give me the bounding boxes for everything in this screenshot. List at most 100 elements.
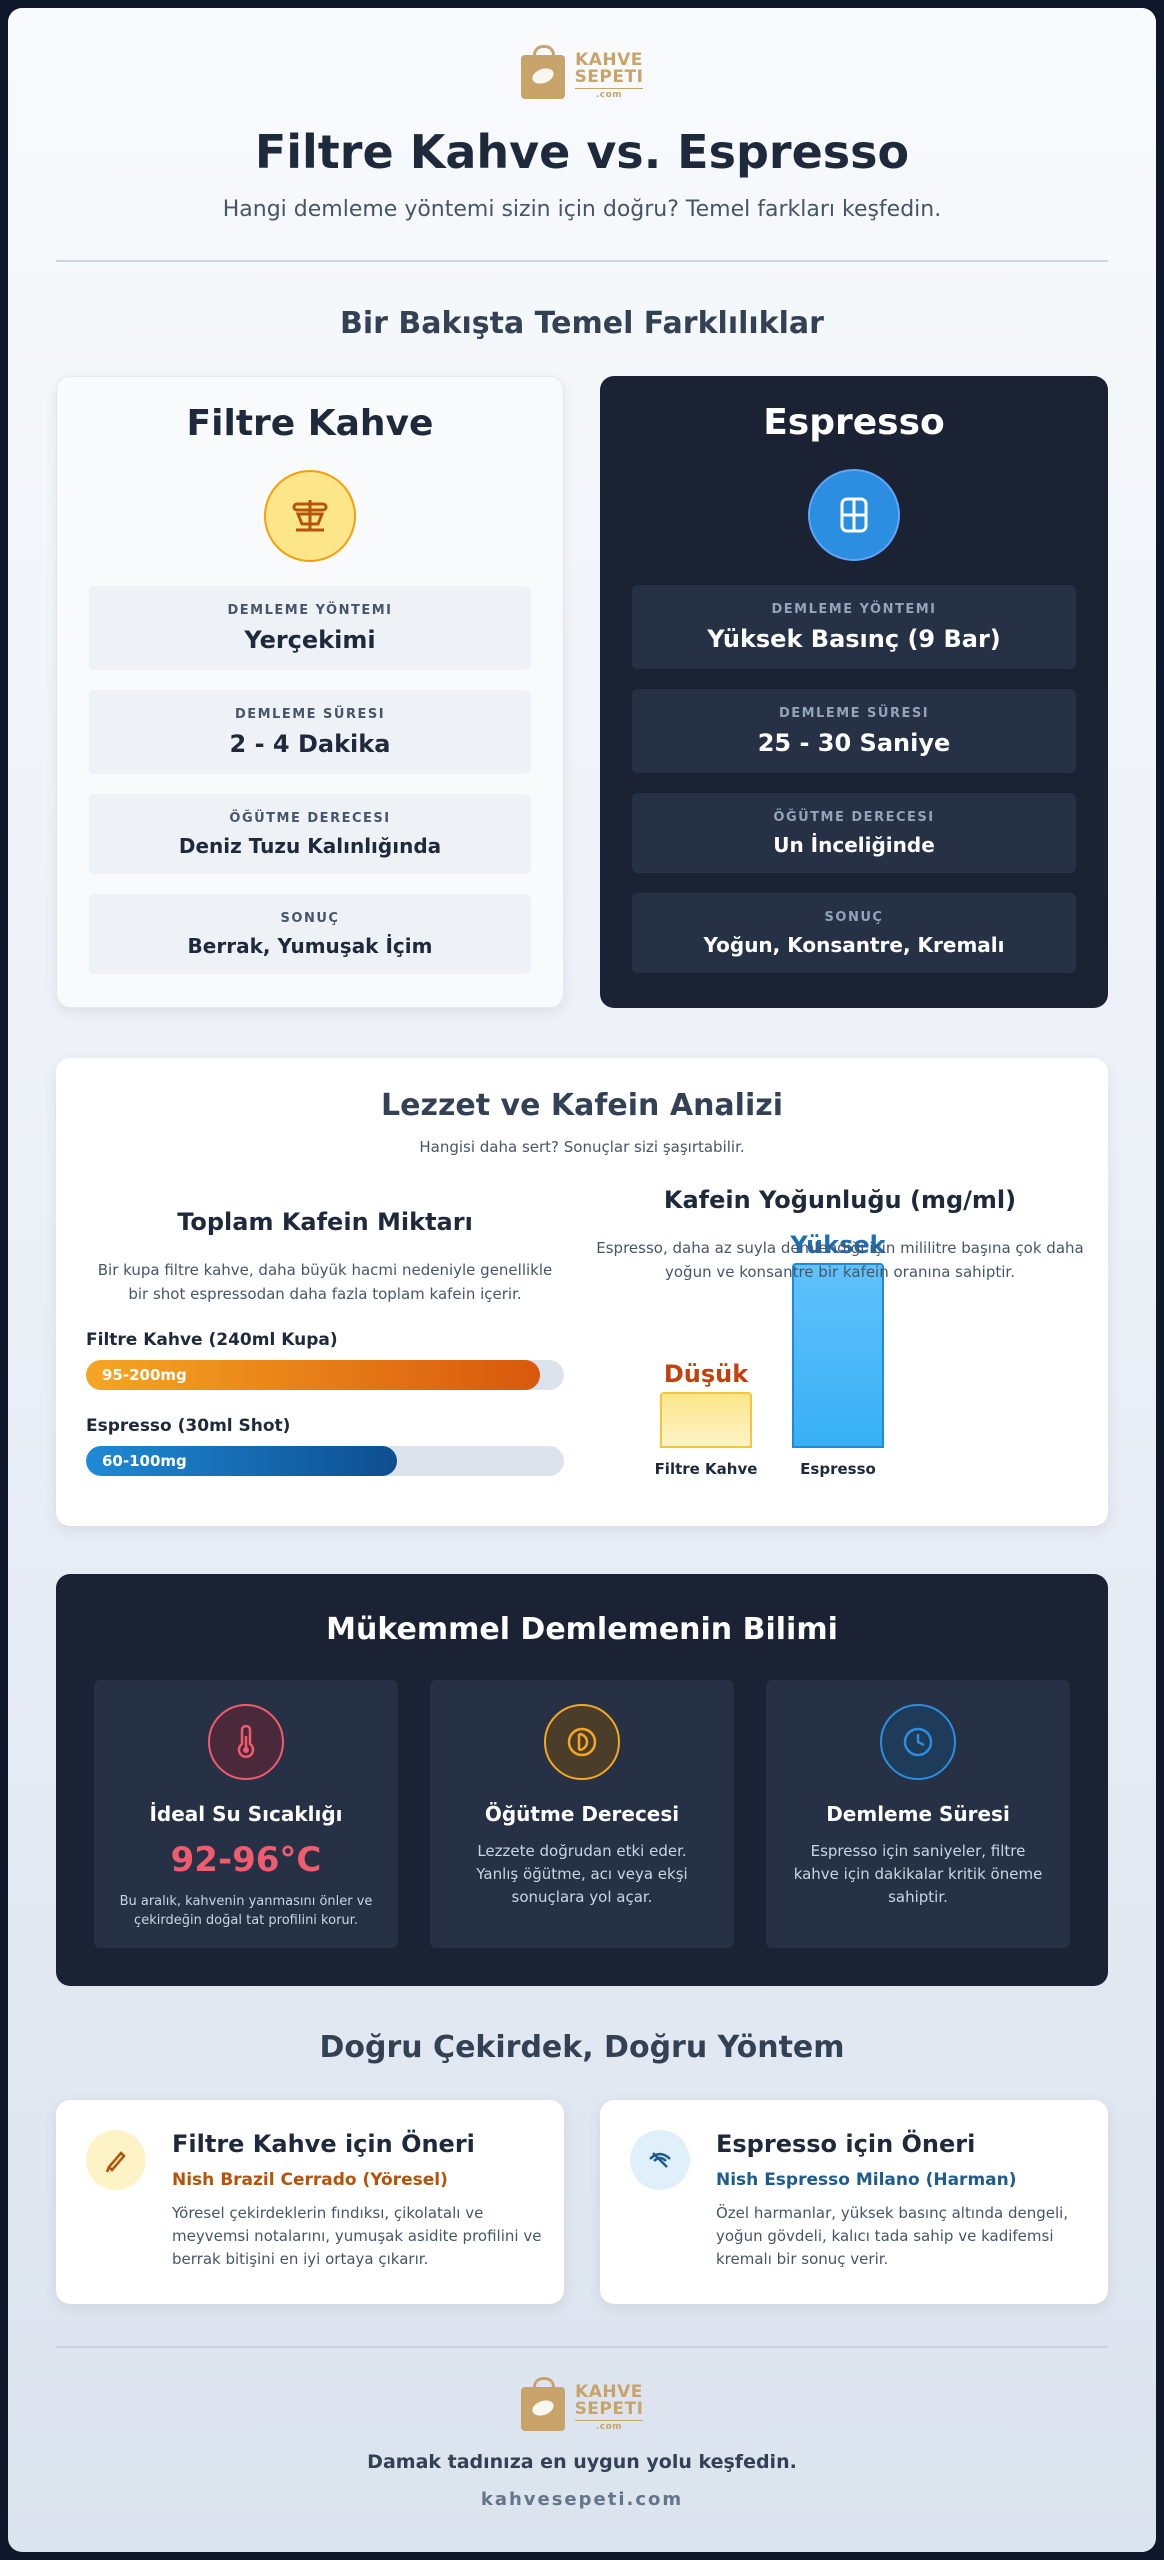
total-caffeine-column: Toplam Kafein Miktarı Bir kupa filtre ka… [86,1208,564,1476]
recommendation-title: Filtre Kahve için Öneri [172,2130,475,2158]
science-title: Mükemmel Demlemenin Bilimi [326,1612,838,1647]
science-card-text: Lezzete doğrudan etki eder. Yanlış öğütm… [476,1842,688,1906]
science-card-temperature: İdeal Su Sıcaklığı 92-96°C Bu aralık, ka… [94,1680,398,1948]
filter-caffeine-bar: 95-200mg [86,1360,564,1390]
brand-logo[interactable]: KAHVE SEPETI .com [8,44,1156,101]
brand-line2: SEPETI [574,2399,644,2419]
recommendation-bean[interactable]: Nish Espresso Milano (Harman) [716,2170,1017,2190]
attr-label: ÖĞÜTME DERECESI [773,809,935,825]
science-card-title: Öğütme Derecesi [484,1802,680,1826]
density-category-label-0: Filtre Kahve [654,1460,758,1478]
total-caffeine-description: Bir kupa filtre kahve, daha büyük hacmi … [97,1261,553,1303]
espresso-machine-icon [808,469,900,561]
clock-icon [880,1704,956,1780]
brand-wordmark: KAHVE SEPETI .com [574,2382,644,2433]
footer-site-link[interactable]: kahvesepeti.com [480,2489,684,2510]
thermometer-icon [208,1704,284,1780]
espresso-attr-grind: ÖĞÜTME DERECESI Un İnceliğinde [632,793,1076,873]
espresso-card-title: Espresso [763,402,945,443]
filter-attr-result: SONUÇ Berrak, Yumuşak İçim [89,894,531,974]
attr-label: DEMLEME SÜRESI [234,706,386,722]
espresso-caffeine-fill: 60-100mg [86,1446,397,1476]
coffee-dripper-icon [264,470,356,562]
science-card-title: İdeal Su Sıcaklığı [149,1802,343,1826]
brand-wordmark: KAHVE SEPETI .com [574,50,644,101]
science-section: Mükemmel Demlemenin Bilimi İdeal Su Sıca… [56,1574,1108,1986]
filter-coffee-card: Filtre Kahve DEMLEME YÖNTEMI Yerçekimi D… [56,376,564,1008]
attr-label: DEMLEME YÖNTEMI [771,601,937,617]
science-card-time: Demleme Süresi Espresso için saniyeler, … [766,1680,1070,1948]
attr-value: 2 - 4 Dakika [229,729,391,758]
recommendation-bean[interactable]: Nish Brazil Cerrado (Yöresel) [172,2170,448,2190]
science-card-text: Bu aralık, kahvenin yanmasını önler ve ç… [119,1894,373,1928]
attr-label: DEMLEME SÜRESI [778,705,930,721]
attr-value: Un İnceliğinde [773,832,935,857]
espresso-bar-label: Espresso (30ml Shot) [86,1416,291,1436]
recommendation-body: Filtre Kahve için Öneri Nish Brazil Cerr… [172,2130,542,2271]
eye-off-icon [630,2130,690,2190]
brand-line3: .com [574,2420,644,2433]
density-bar-1 [792,1263,884,1448]
shopping-bag-icon [520,2376,565,2431]
attr-label: ÖĞÜTME DERECESI [229,810,391,826]
recommendation-text: Yöresel çekirdeklerin fındıksı, çikolata… [172,2204,542,2268]
brand-line3: .com [574,88,644,101]
attr-value: Yüksek Basınç (9 Bar) [707,624,1001,653]
analysis-title: Lezzet ve Kafein Analizi [381,1088,783,1123]
filter-attr-method: DEMLEME YÖNTEMI Yerçekimi [89,586,531,670]
filter-card-title: Filtre Kahve [186,403,434,444]
recommendations-title: Doğru Çekirdek, Doğru Yöntem [319,2030,845,2065]
attr-value: Deniz Tuzu Kalınlığında [178,833,442,858]
density-chart: Düşük Filtre Kahve Yüksek Espresso [596,1186,1084,1506]
footer-brand-logo[interactable]: KAHVE SEPETI .com [8,2376,1156,2433]
density-value-label-0: Düşük [663,1360,749,1388]
footer: KAHVE SEPETI .com Damak tadınıza en uygu… [8,2376,1156,2510]
espresso-attr-method: DEMLEME YÖNTEMI Yüksek Basınç (9 Bar) [632,585,1076,669]
density-value-label-1: Yüksek [790,1231,886,1259]
caffeine-density-column: Kafein Yoğunluğu (mg/ml) Espresso, daha … [596,1186,1084,1478]
analysis-subtitle: Hangisi daha sert? Sonuçlar sizi şaşırta… [419,1138,745,1156]
filter-attr-grind: ÖĞÜTME DERECESI Deniz Tuzu Kalınlığında [89,794,531,874]
temperature-value: 92-96°C [170,1840,322,1880]
recommendation-body: Espresso için Öneri Nish Espresso Milano… [716,2130,1086,2271]
science-card-text: Espresso için saniyeler, filtre kahve iç… [793,1842,1043,1906]
attr-value: Yoğun, Konsantre, Kremalı [703,932,1005,957]
density-bar-0 [660,1392,752,1448]
filter-bar-label: Filtre Kahve (240ml Kupa) [86,1330,338,1350]
footer-tagline: Damak tadınıza en uygun yolu keşfedin. [367,2451,797,2473]
attr-value: Berrak, Yumuşak İçim [187,933,433,958]
density-title: Kafein Yoğunluğu (mg/ml) [663,1186,1017,1214]
attr-value: Yerçekimi [244,625,376,654]
pencil-icon [86,2130,146,2190]
science-card-title: Demleme Süresi [826,1802,1010,1826]
header-divider [56,260,1108,262]
brand-line2: SEPETI [574,67,644,87]
shopping-bag-icon [520,44,565,99]
attr-label: SONUÇ [824,909,884,925]
espresso-caffeine-bar: 60-100mg [86,1446,564,1476]
brand-line1: KAHVE [575,50,643,70]
page-title: Filtre Kahve vs. Espresso [254,125,910,179]
page-frame: KAHVE SEPETI .com Filtre Kahve vs. Espre… [8,8,1156,2552]
espresso-card: Espresso DEMLEME YÖNTEMI Yüksek Basınç (… [600,376,1108,1008]
comparison-section-title: Bir Bakışta Temel Farklılıklar [340,306,824,341]
page-subtitle: Hangi demleme yöntemi sizin için doğru? … [222,197,942,222]
attr-label: SONUÇ [280,910,340,926]
attr-label: DEMLEME YÖNTEMI [227,602,393,618]
brand-line1: KAHVE [575,2382,643,2402]
science-card-grind: Öğütme Derecesi Lezzete doğrudan etki ed… [430,1680,734,1948]
density-category-label-1: Espresso [800,1460,876,1478]
header: KAHVE SEPETI .com Filtre Kahve vs. Espre… [8,44,1156,222]
recommendation-card-filter[interactable]: Filtre Kahve için Öneri Nish Brazil Cerr… [56,2100,564,2304]
attr-value: 25 - 30 Saniye [757,728,951,757]
espresso-attr-time: DEMLEME SÜRESI 25 - 30 Saniye [632,689,1076,773]
filter-attr-time: DEMLEME SÜRESI 2 - 4 Dakika [89,690,531,774]
total-caffeine-title: Toplam Kafein Miktarı [177,1208,473,1236]
recommendation-title: Espresso için Öneri [716,2130,976,2158]
espresso-attr-result: SONUÇ Yoğun, Konsantre, Kremalı [632,893,1076,973]
recommendation-text: Özel harmanlar, yüksek basınç altında de… [716,2204,1069,2268]
footer-divider [56,2346,1108,2348]
caffeine-analysis-panel: Lezzet ve Kafein Analizi Hangisi daha se… [56,1058,1108,1526]
filter-caffeine-fill: 95-200mg [86,1360,541,1390]
recommendation-card-espresso[interactable]: Espresso için Öneri Nish Espresso Milano… [600,2100,1108,2304]
